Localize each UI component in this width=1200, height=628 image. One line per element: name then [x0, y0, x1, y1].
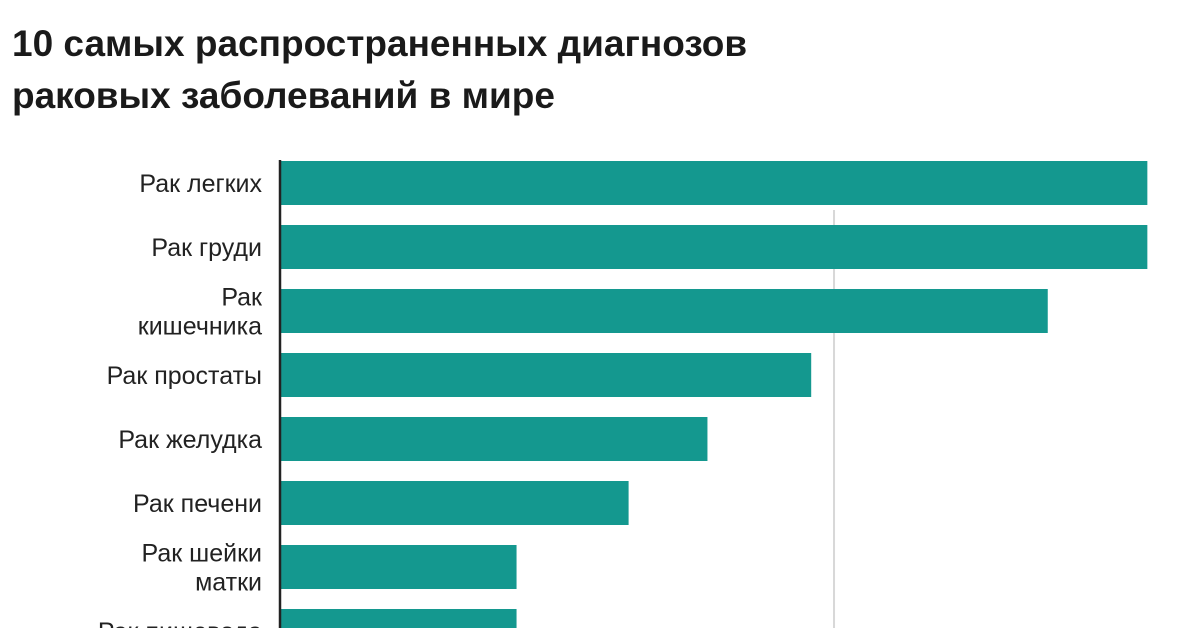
category-label: Рак желудка — [118, 426, 262, 454]
category-label: Рак простаты — [107, 362, 262, 390]
bar — [280, 481, 629, 525]
bar — [280, 545, 517, 589]
category-label: Рак печени — [133, 490, 262, 518]
chart-title: 10 самых распространенных диагнозов рако… — [12, 18, 1112, 122]
chart-title-line-1: 10 самых распространенных диагнозов — [12, 23, 748, 64]
category-label: Рак — [221, 284, 263, 312]
category-label: Рак шейки — [142, 540, 262, 568]
bar — [280, 289, 1048, 333]
bars — [280, 161, 1148, 628]
bar — [280, 417, 708, 461]
bar — [280, 161, 1148, 205]
bar — [280, 225, 1148, 269]
chart-title-line-2: раковых заболеваний в мире — [12, 75, 555, 116]
category-label: кишечника — [138, 313, 262, 341]
category-label: Рак легких — [139, 170, 262, 198]
category-label: Рак груди — [151, 234, 262, 262]
category-label: матки — [195, 569, 262, 597]
bar — [280, 609, 517, 628]
category-label: Рак пищевода — [98, 618, 262, 628]
bar — [280, 353, 812, 397]
